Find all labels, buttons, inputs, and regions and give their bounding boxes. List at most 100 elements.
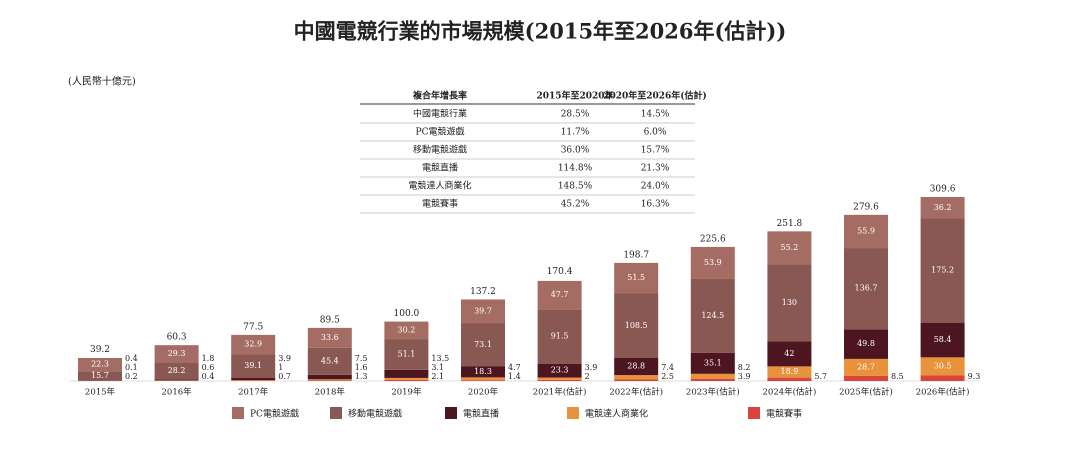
- bar-segment: [844, 248, 888, 330]
- segment-label: 55.2: [780, 243, 798, 252]
- bar-segment: [690, 278, 735, 353]
- segment-label: 39.1: [244, 361, 262, 370]
- segment-label: 42: [784, 349, 794, 358]
- segment-label: 3.1: [431, 363, 444, 372]
- bar-segment: [767, 231, 812, 265]
- x-tick-label: 2015年: [85, 387, 116, 398]
- bar-segment: [614, 358, 659, 376]
- segment-label: 7.4: [661, 363, 674, 372]
- legend-label: 移動電競遊戲: [348, 408, 402, 420]
- bar-segment: [690, 373, 735, 379]
- bar-segment: [307, 379, 352, 381]
- segment-label: 1.4: [508, 372, 521, 381]
- total-label: 89.5: [320, 315, 340, 325]
- bar-segment: [844, 358, 888, 376]
- segment-label: 8.5: [891, 372, 904, 381]
- x-tick-label: 2024年(估計): [763, 387, 817, 398]
- bar-segment: [154, 345, 199, 363]
- table-cell: 24.0%: [641, 182, 670, 192]
- bar-segment: [154, 379, 199, 381]
- x-tick-label: 2020年: [468, 387, 499, 398]
- segment-label: 45.4: [321, 356, 339, 365]
- bar-segment: [690, 246, 735, 279]
- segment-label: 4.7: [508, 363, 521, 372]
- table-cell: 21.3%: [641, 164, 670, 174]
- bar-segment: [384, 321, 429, 340]
- segment-label: 124.5: [701, 311, 724, 320]
- bar-segment: [844, 375, 888, 381]
- table-cell: 移動電競遊戲: [413, 144, 467, 156]
- table-cell: 15.7%: [641, 146, 670, 156]
- total-label: 170.4: [547, 267, 573, 277]
- segment-label: 0.4: [125, 354, 138, 363]
- table-cell: 電競達人商業化: [408, 180, 471, 192]
- segment-label: 28.7: [857, 362, 875, 371]
- total-label: 251.8: [777, 219, 803, 229]
- total-label: 225.6: [700, 234, 726, 244]
- segment-label: 3.9: [278, 354, 291, 363]
- total-label: 137.2: [470, 287, 496, 297]
- legend-label: 電競達人商業化: [585, 408, 648, 420]
- table-cell: 36.0%: [561, 146, 590, 156]
- unit-label: (人民幣十億元): [68, 75, 136, 88]
- segment-label: 5.7: [814, 372, 827, 381]
- x-tick-label: 2019年: [391, 387, 422, 398]
- bar-segment: [767, 264, 812, 342]
- x-tick-label: 2025年(估計): [839, 387, 893, 398]
- segment-label: 18.3: [474, 367, 492, 376]
- segment-label: 30.2: [397, 326, 415, 335]
- bar-segment: [920, 357, 965, 376]
- table-cell: 中國電競行業: [413, 108, 467, 120]
- x-tick-label: 2016年: [162, 387, 193, 398]
- x-tick-label: 2018年: [315, 387, 346, 398]
- bar-segment: [384, 377, 429, 380]
- segment-label: 55.9: [857, 226, 875, 235]
- segment-label: 53.9: [704, 258, 722, 267]
- table-cell: 6.0%: [644, 128, 667, 138]
- bar-segment: [231, 354, 276, 378]
- bar-segment: [920, 197, 965, 219]
- bar-segment: [461, 366, 505, 378]
- segment-label: 2: [585, 372, 590, 381]
- table-header: 複合年增長率: [412, 90, 467, 102]
- segment-label: 2.5: [661, 372, 674, 381]
- segment-label: 91.5: [551, 331, 569, 340]
- bar-segment: [461, 380, 505, 381]
- bar-segment: [614, 262, 659, 294]
- segment-label: 1.8: [202, 354, 215, 363]
- segment-label: 0.2: [125, 372, 138, 381]
- segment-label: 0.1: [125, 363, 138, 372]
- bar-segment: [537, 363, 582, 378]
- legend-swatch: [330, 407, 342, 419]
- total-label: 309.6: [930, 185, 956, 195]
- bar-segment: [231, 379, 276, 381]
- segment-label: 1.3: [355, 372, 368, 381]
- table-cell: 16.3%: [641, 200, 670, 210]
- legend-swatch: [445, 407, 457, 419]
- segment-label: 108.5: [625, 321, 648, 330]
- segment-label: 136.7: [855, 284, 878, 293]
- legend-swatch: [232, 407, 244, 419]
- bar-segment: [307, 380, 352, 381]
- segment-label: 51.1: [397, 350, 415, 359]
- total-label: 279.6: [853, 202, 879, 212]
- bar-segment: [920, 375, 965, 381]
- bar-segment: [614, 379, 659, 381]
- total-label: 198.7: [623, 250, 649, 260]
- segment-label: 51.5: [627, 273, 645, 282]
- bar-segment: [690, 378, 735, 381]
- table-header: 2015年至2020年: [536, 90, 613, 102]
- segment-label: 8.2: [738, 363, 751, 372]
- bar-segment: [154, 362, 199, 380]
- x-tick-label: 2023年(估計): [686, 387, 740, 398]
- segment-label: 73.1: [474, 340, 492, 349]
- segment-label: 29.3: [168, 349, 186, 358]
- bar-segment: [767, 366, 812, 378]
- segment-label: 7.5: [355, 354, 368, 363]
- chart-title: 中國電競行業的市場規模(2015年至2026年(估計)): [294, 19, 787, 44]
- bar-segment: [920, 322, 965, 358]
- legend-swatch: [567, 407, 579, 419]
- table-cell: PC電競遊戲: [416, 126, 465, 138]
- bar-segment: [231, 334, 276, 355]
